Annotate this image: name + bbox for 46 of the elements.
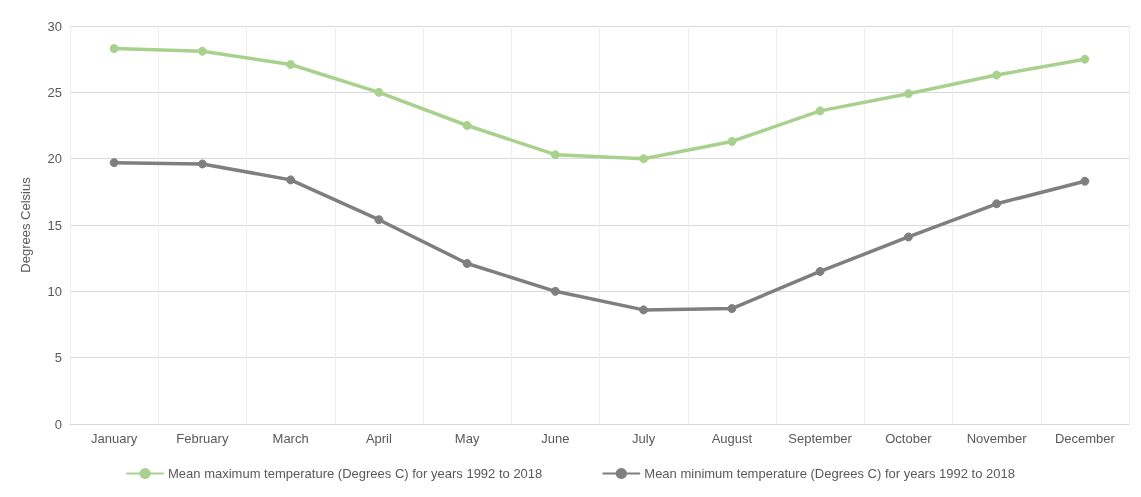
- point: [286, 175, 296, 185]
- y-tick-label: 30: [47, 18, 62, 34]
- x-tick-label: July: [632, 431, 656, 446]
- point: [903, 232, 913, 242]
- x-tick-label: June: [541, 431, 570, 446]
- x-tick-label: August: [711, 431, 753, 446]
- point: [903, 89, 913, 99]
- point: [639, 154, 649, 164]
- point: [992, 199, 1002, 209]
- point: [815, 266, 825, 276]
- point: [374, 87, 384, 97]
- point: [286, 59, 296, 69]
- point: [197, 46, 207, 56]
- x-tick-label: January: [91, 431, 138, 446]
- x-tick-label: February: [176, 431, 229, 446]
- x-tick-label: September: [788, 431, 853, 446]
- point: [197, 159, 207, 169]
- point: [727, 304, 737, 314]
- x-tick-label: December: [1054, 431, 1116, 446]
- y-tick-label: 5: [54, 350, 62, 366]
- point: [1080, 54, 1090, 64]
- point: [815, 106, 825, 116]
- legend-label: Mean minimum temperature (Degrees C) for years 1992 to 2018: [644, 466, 1015, 481]
- y-tick-label: 25: [47, 84, 62, 100]
- y-tick-label: 10: [47, 283, 62, 299]
- legend-label: Mean maximum temperature (Degrees C) for years 1992 to 2018: [168, 466, 543, 481]
- y-tick-label: 20: [47, 151, 62, 167]
- point: [550, 286, 560, 296]
- point: [374, 215, 384, 225]
- y-tick-label: 15: [47, 217, 62, 233]
- x-tick-label: May: [454, 431, 480, 446]
- point: [992, 70, 1002, 80]
- point: [462, 121, 472, 130]
- x-tick-label: October: [885, 431, 933, 446]
- y-tick-label: 0: [54, 416, 62, 432]
- x-tick-label: April: [365, 431, 392, 446]
- x-tick-label: November: [966, 431, 1028, 446]
- point: [462, 258, 472, 268]
- point: [109, 44, 119, 54]
- point: [109, 158, 119, 168]
- y-axis-title: Degrees Celsius: [18, 176, 33, 273]
- point: [550, 150, 560, 160]
- point: [727, 136, 737, 146]
- point: [639, 305, 649, 315]
- point: [1080, 176, 1090, 186]
- x-tick-label: March: [272, 431, 309, 446]
